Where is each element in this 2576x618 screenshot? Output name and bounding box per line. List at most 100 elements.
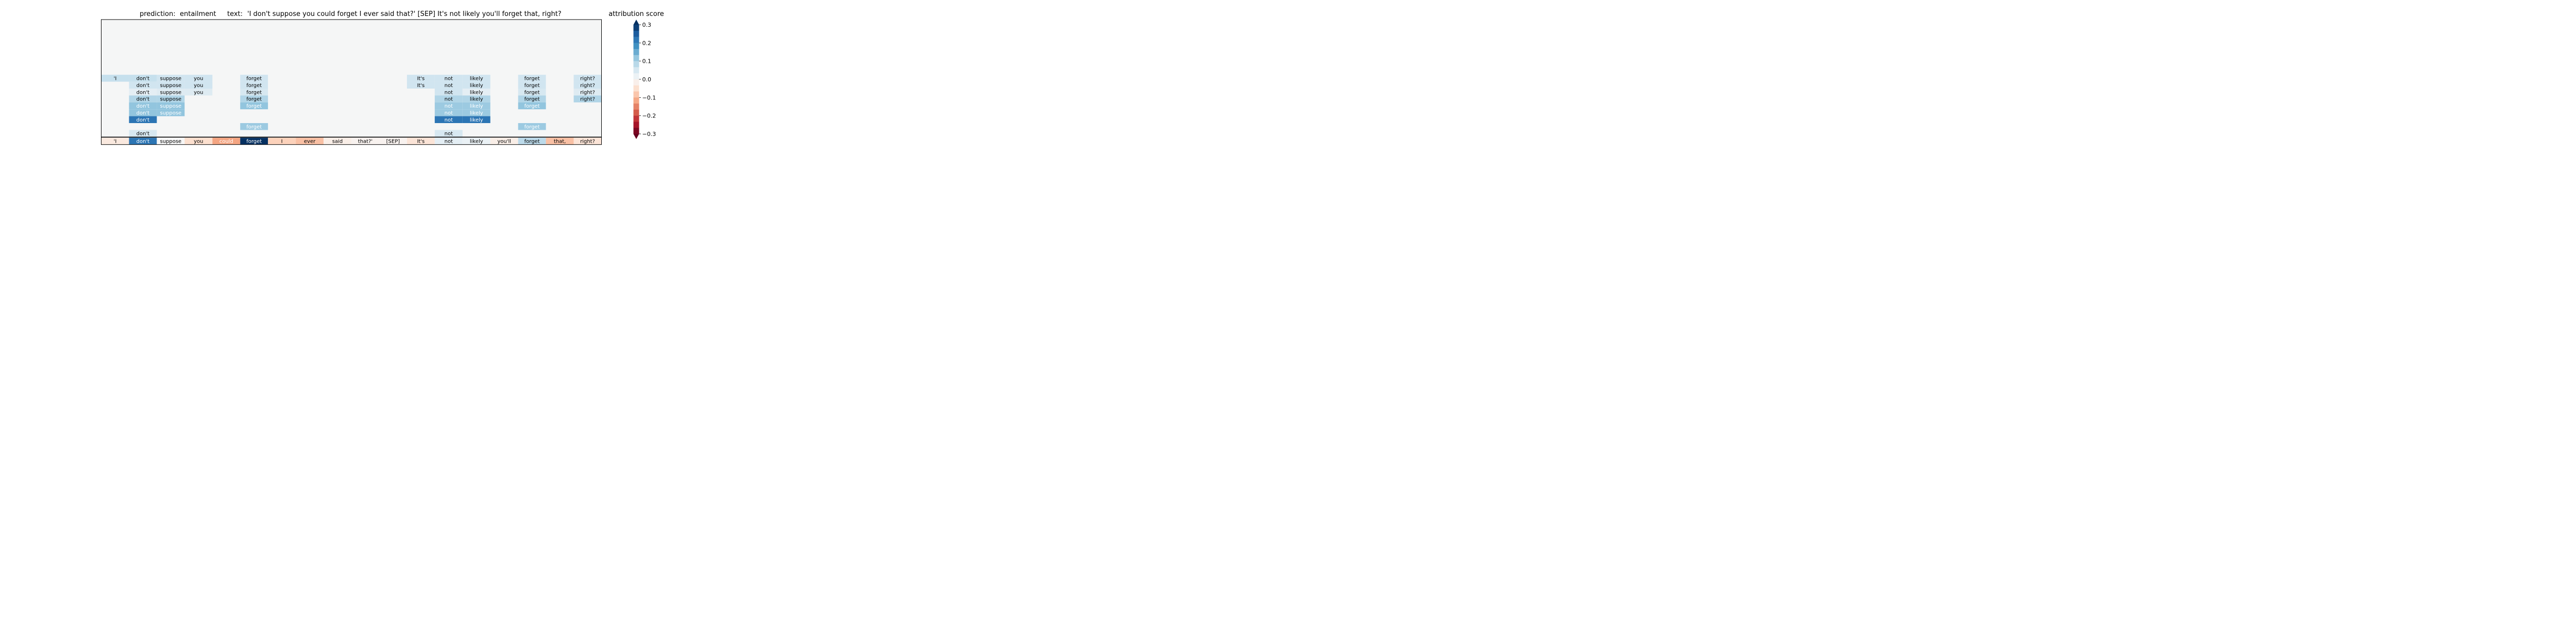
heatmap-cell: forget <box>518 95 546 102</box>
heatmap-cell: forget <box>518 75 546 82</box>
heatmap-cell: suppose <box>157 81 185 89</box>
heatmap-cell-fill <box>434 89 463 96</box>
heatmap-cell-label: don't <box>137 117 150 123</box>
summary-cell: ever <box>296 138 324 145</box>
heatmap-cell: don't <box>129 102 157 110</box>
summary-cell: don't <box>129 138 157 145</box>
heatmap-cell: forget <box>240 95 268 102</box>
summary-cell-label: not <box>445 139 453 145</box>
summary-cell: forget <box>240 138 268 145</box>
colorbar-segment <box>633 122 639 128</box>
heatmap-cell-label: forget <box>524 97 540 102</box>
colorbar-segment <box>633 91 639 98</box>
summary-cell-label: forget <box>524 139 540 145</box>
heatmap-cell: don't <box>129 89 157 96</box>
heatmap-cell-label: forget <box>524 124 540 130</box>
heatmap-cell-label: forget <box>246 97 262 102</box>
heatmap-cell-fill <box>157 109 185 116</box>
colorbar-segment <box>633 67 639 74</box>
heatmap-cell: not <box>434 116 463 123</box>
heatmap-cell-label: suppose <box>160 76 181 82</box>
summary-cell-label: 'I <box>114 139 117 145</box>
colorbar: 0.3 0.2 0.1 0.0 −0.1 −0.2 −0.3 <box>633 20 656 139</box>
heatmap-cell-fill <box>434 75 463 82</box>
heatmap-cell-label: forget <box>524 76 540 82</box>
heatmap-cell: not <box>434 95 463 102</box>
heatmap-cell-fill <box>157 102 185 110</box>
heatmap-frame <box>101 19 602 145</box>
colorbar-tick-label: 0.3 <box>642 22 652 28</box>
heatmap-cell-fill <box>518 95 546 102</box>
heatmap-cell-fill <box>240 89 268 96</box>
heatmap-cell-fill <box>462 95 490 102</box>
heatmap-cell: likely <box>462 81 490 89</box>
heatmap-cell-label: suppose <box>160 104 181 109</box>
heatmap-cell: you <box>184 89 213 96</box>
summary-cell-label: [SEP] <box>386 139 400 145</box>
summary-cell-fill <box>546 138 574 145</box>
heatmap-cell: forget <box>240 75 268 82</box>
heatmap-cell-fill <box>129 81 157 89</box>
colorbar-segment <box>633 79 639 86</box>
colorbar-segment <box>633 115 639 122</box>
colorbar-tick-label: −0.2 <box>642 113 656 119</box>
colorbar-tick-label: −0.1 <box>642 94 656 101</box>
summary-cell-label: said <box>332 139 343 145</box>
summary-cell: likely <box>462 138 490 145</box>
heatmap-cell-fill <box>184 89 213 96</box>
heatmap-cell-fill <box>129 116 157 123</box>
heatmap-cell-label: don't <box>137 97 150 102</box>
heatmap-area: 'I don't suppose you forget It's not likely forg… <box>101 19 602 145</box>
colorbar-segment <box>633 25 639 31</box>
summary-cell: suppose <box>157 138 185 145</box>
summary-cell-fill <box>129 138 157 145</box>
heatmap-cell-fill <box>434 109 463 116</box>
summary-cell-fill <box>184 138 213 145</box>
heatmap-cell-label: forget <box>246 104 262 109</box>
heatmap-cell: likely <box>462 75 490 82</box>
heatmap-cell-label: right? <box>580 97 595 102</box>
heatmap-cell-fill <box>240 75 268 82</box>
colorbar-segment <box>633 37 639 43</box>
heatmap-cell: don't <box>129 75 157 82</box>
summary-cell: that?' <box>351 138 379 145</box>
heatmap-cell-fill <box>101 75 129 82</box>
heatmap-cell-fill <box>129 130 157 137</box>
heatmap-cell-fill <box>157 95 185 102</box>
summary-cell-fill <box>573 138 602 145</box>
heatmap-cell-fill <box>434 116 463 123</box>
heatmap-cell-label: likely <box>470 90 483 95</box>
attribution-heatmap-chart: prediction: entailment text: 'I don't su… <box>101 10 664 145</box>
summary-cell-fill <box>490 138 518 145</box>
heatmap-cell-fill <box>434 81 463 89</box>
colorbar-segment <box>633 97 639 104</box>
heatmap-cell: you <box>184 81 213 89</box>
colorbar-segment <box>633 55 639 62</box>
heatmap-cell-label: forget <box>246 90 262 95</box>
summary-cell-label: I <box>281 139 283 145</box>
heatmap-cell-fill <box>129 109 157 116</box>
heatmap-cell: not <box>434 109 463 116</box>
heatmap-cell: you <box>184 75 213 82</box>
summary-cell-label: you <box>194 139 203 145</box>
heatmap-cell: don't <box>129 116 157 123</box>
summary-cell: could <box>212 138 241 145</box>
summary-cell: [SEP] <box>379 138 407 145</box>
colorbar-segment <box>633 73 639 80</box>
heatmap-cell-label: don't <box>137 76 150 82</box>
heatmap-cell-label: don't <box>137 90 150 95</box>
heatmap-cell-label: right? <box>580 83 595 89</box>
summary-cell-fill <box>296 138 324 145</box>
heatmap-cell-fill <box>462 75 490 82</box>
summary-cell: right? <box>573 138 602 145</box>
text-value: 'I don't suppose you could forget I ever… <box>247 10 562 18</box>
heatmap-cell-fill <box>462 109 490 116</box>
heatmap-cell: don't <box>129 95 157 102</box>
heatmap-cell-label: forget <box>524 104 540 109</box>
summary-cell-fill <box>518 138 546 145</box>
heatmap-cell-label: 'I <box>114 76 117 82</box>
heatmap-cell-label: suppose <box>160 90 181 95</box>
heatmap-cell-label: not <box>445 131 453 137</box>
heatmap-cell-fill <box>129 75 157 82</box>
heatmap-cell: forget <box>518 89 546 96</box>
